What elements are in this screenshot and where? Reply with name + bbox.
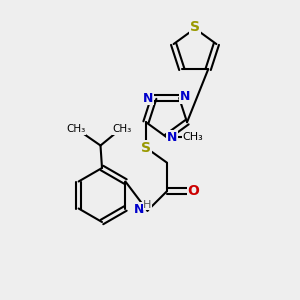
Text: N: N (179, 90, 190, 103)
Text: S: S (190, 20, 200, 34)
Text: CH₃: CH₃ (113, 124, 132, 134)
Text: N: N (167, 130, 177, 144)
Text: H: H (143, 200, 152, 210)
Text: N: N (143, 92, 154, 104)
Text: O: O (188, 184, 199, 198)
Text: CH₃: CH₃ (66, 124, 85, 134)
Text: S: S (141, 141, 151, 155)
Text: CH₃: CH₃ (182, 132, 203, 142)
Text: N: N (134, 203, 144, 216)
